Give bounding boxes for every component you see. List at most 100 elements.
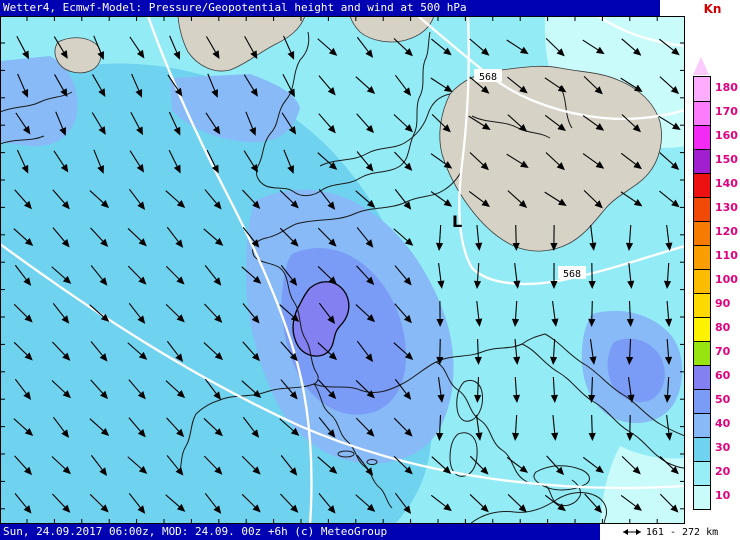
coastline-spain-north bbox=[179, 383, 315, 471]
wind-arrow bbox=[279, 418, 300, 436]
legend-color-segment bbox=[694, 197, 710, 221]
wind-arrow bbox=[243, 74, 258, 97]
coastline-baltic bbox=[471, 115, 551, 139]
coastline-sardinia bbox=[449, 432, 478, 477]
coastline-layer bbox=[0, 31, 685, 524]
coastline-spain-east bbox=[313, 383, 393, 509]
coastline-balearics bbox=[337, 450, 355, 458]
wind-arrow bbox=[469, 152, 489, 171]
wind-arrow bbox=[621, 455, 641, 475]
geopotential-contour bbox=[597, 16, 685, 48]
wind-arrow bbox=[55, 111, 67, 136]
wind-arrow bbox=[620, 191, 643, 207]
map-title: Wetter4, Ecmwf-Model: Pressure/Geopotent… bbox=[3, 1, 467, 14]
wind-arrow bbox=[90, 341, 108, 362]
wind-arrow bbox=[507, 190, 528, 209]
wind-arrow bbox=[589, 339, 597, 365]
wind-arrow bbox=[242, 227, 260, 248]
wind-arrow bbox=[165, 303, 185, 323]
run-info-text: Sun, 24.09.2017 06:00z, MOD: 24.09. 00z … bbox=[3, 525, 388, 538]
wind-arrow bbox=[90, 454, 108, 476]
wind-arrow bbox=[169, 35, 181, 60]
wind-arrow bbox=[474, 338, 482, 365]
wind-arrow bbox=[582, 153, 605, 169]
wind-arrow bbox=[53, 36, 68, 59]
wind-arrow bbox=[356, 340, 374, 362]
legend-color-segment bbox=[694, 77, 710, 101]
wind-arrow bbox=[626, 414, 634, 441]
wind-arrow bbox=[204, 265, 222, 286]
wind-arrow bbox=[437, 377, 445, 403]
wind-arrow bbox=[204, 492, 222, 514]
wind-arrow bbox=[665, 415, 673, 441]
wind-arrow bbox=[430, 494, 452, 512]
wind-arrow bbox=[242, 416, 260, 438]
wind-arrow bbox=[242, 341, 260, 362]
wind-arrow bbox=[659, 76, 680, 95]
coastline-north-africa bbox=[469, 492, 607, 524]
coastline-balkan bbox=[521, 333, 685, 437]
wind-arrow bbox=[241, 380, 262, 398]
coastline-northwest-fragment bbox=[0, 135, 45, 145]
wind-arrow bbox=[279, 189, 299, 209]
wind-arrow bbox=[54, 74, 68, 98]
calm-land-layer bbox=[54, 16, 662, 252]
legend-value-label: 160 bbox=[715, 129, 738, 142]
distance-scale: 161 - 272 km bbox=[600, 524, 740, 540]
wind-arrow bbox=[52, 227, 70, 248]
wind-speed-region-50kn bbox=[607, 338, 665, 403]
wind-arrow bbox=[355, 76, 376, 95]
land-baltic-north bbox=[349, 16, 435, 43]
wind-arrow bbox=[356, 113, 374, 134]
wind-arrow bbox=[394, 151, 413, 171]
wind-arrow bbox=[127, 456, 148, 474]
legend-value-label: 110 bbox=[715, 249, 738, 262]
legend-unit-label: Kn bbox=[703, 2, 722, 16]
wind-arrow bbox=[546, 455, 565, 476]
wind-speed-region-40kn bbox=[170, 74, 300, 143]
wind-arrow bbox=[551, 414, 559, 441]
wind-arrow bbox=[52, 303, 70, 324]
wind-speed-layer-40kn bbox=[0, 56, 683, 464]
wind-arrow bbox=[588, 376, 596, 403]
wind-arrow bbox=[436, 300, 444, 327]
wind-arrow bbox=[165, 265, 185, 285]
wind-arrow bbox=[318, 302, 336, 324]
legend-value-label: 20 bbox=[715, 465, 731, 478]
legend-value-label: 30 bbox=[715, 441, 731, 454]
legend-value-label: 150 bbox=[715, 153, 738, 166]
wind-arrow bbox=[242, 189, 261, 209]
legend-color-segment bbox=[694, 413, 710, 437]
wind-arrow bbox=[507, 76, 528, 94]
wind-arrow bbox=[664, 300, 673, 327]
wind-arrow bbox=[51, 380, 71, 399]
wind-arrow bbox=[317, 342, 338, 361]
wind-arrow bbox=[317, 266, 337, 285]
wind-arrow bbox=[52, 189, 70, 210]
legend-value-label: 40 bbox=[715, 417, 731, 430]
contour-value-label: 568 bbox=[479, 72, 497, 83]
legend-color-segment bbox=[694, 461, 710, 485]
wind-arrow bbox=[318, 417, 336, 438]
wind-arrow bbox=[89, 493, 109, 513]
wind-arrow bbox=[128, 302, 146, 324]
wind-arrow bbox=[626, 338, 634, 365]
pressure-centers-layer: L bbox=[452, 212, 462, 231]
contour-value-label: 568 bbox=[563, 269, 581, 280]
wind-arrow bbox=[430, 77, 453, 93]
wind-arrow bbox=[469, 76, 490, 94]
wind-arrow bbox=[393, 342, 414, 360]
wind-arrow bbox=[90, 265, 108, 286]
wind-arrow bbox=[241, 493, 261, 513]
wind-arrow bbox=[393, 228, 414, 246]
wind-arrow bbox=[355, 380, 375, 399]
wind-arrow bbox=[506, 457, 529, 473]
wind-arrow bbox=[128, 492, 146, 514]
wind-arrow bbox=[544, 191, 567, 206]
wind-arrow bbox=[127, 342, 148, 360]
weather-map: 568 568 L bbox=[0, 16, 685, 524]
wind-arrow bbox=[17, 73, 29, 98]
wind-arrow bbox=[356, 227, 374, 248]
wind-arrow bbox=[13, 228, 34, 246]
wind-arrow bbox=[89, 418, 110, 437]
